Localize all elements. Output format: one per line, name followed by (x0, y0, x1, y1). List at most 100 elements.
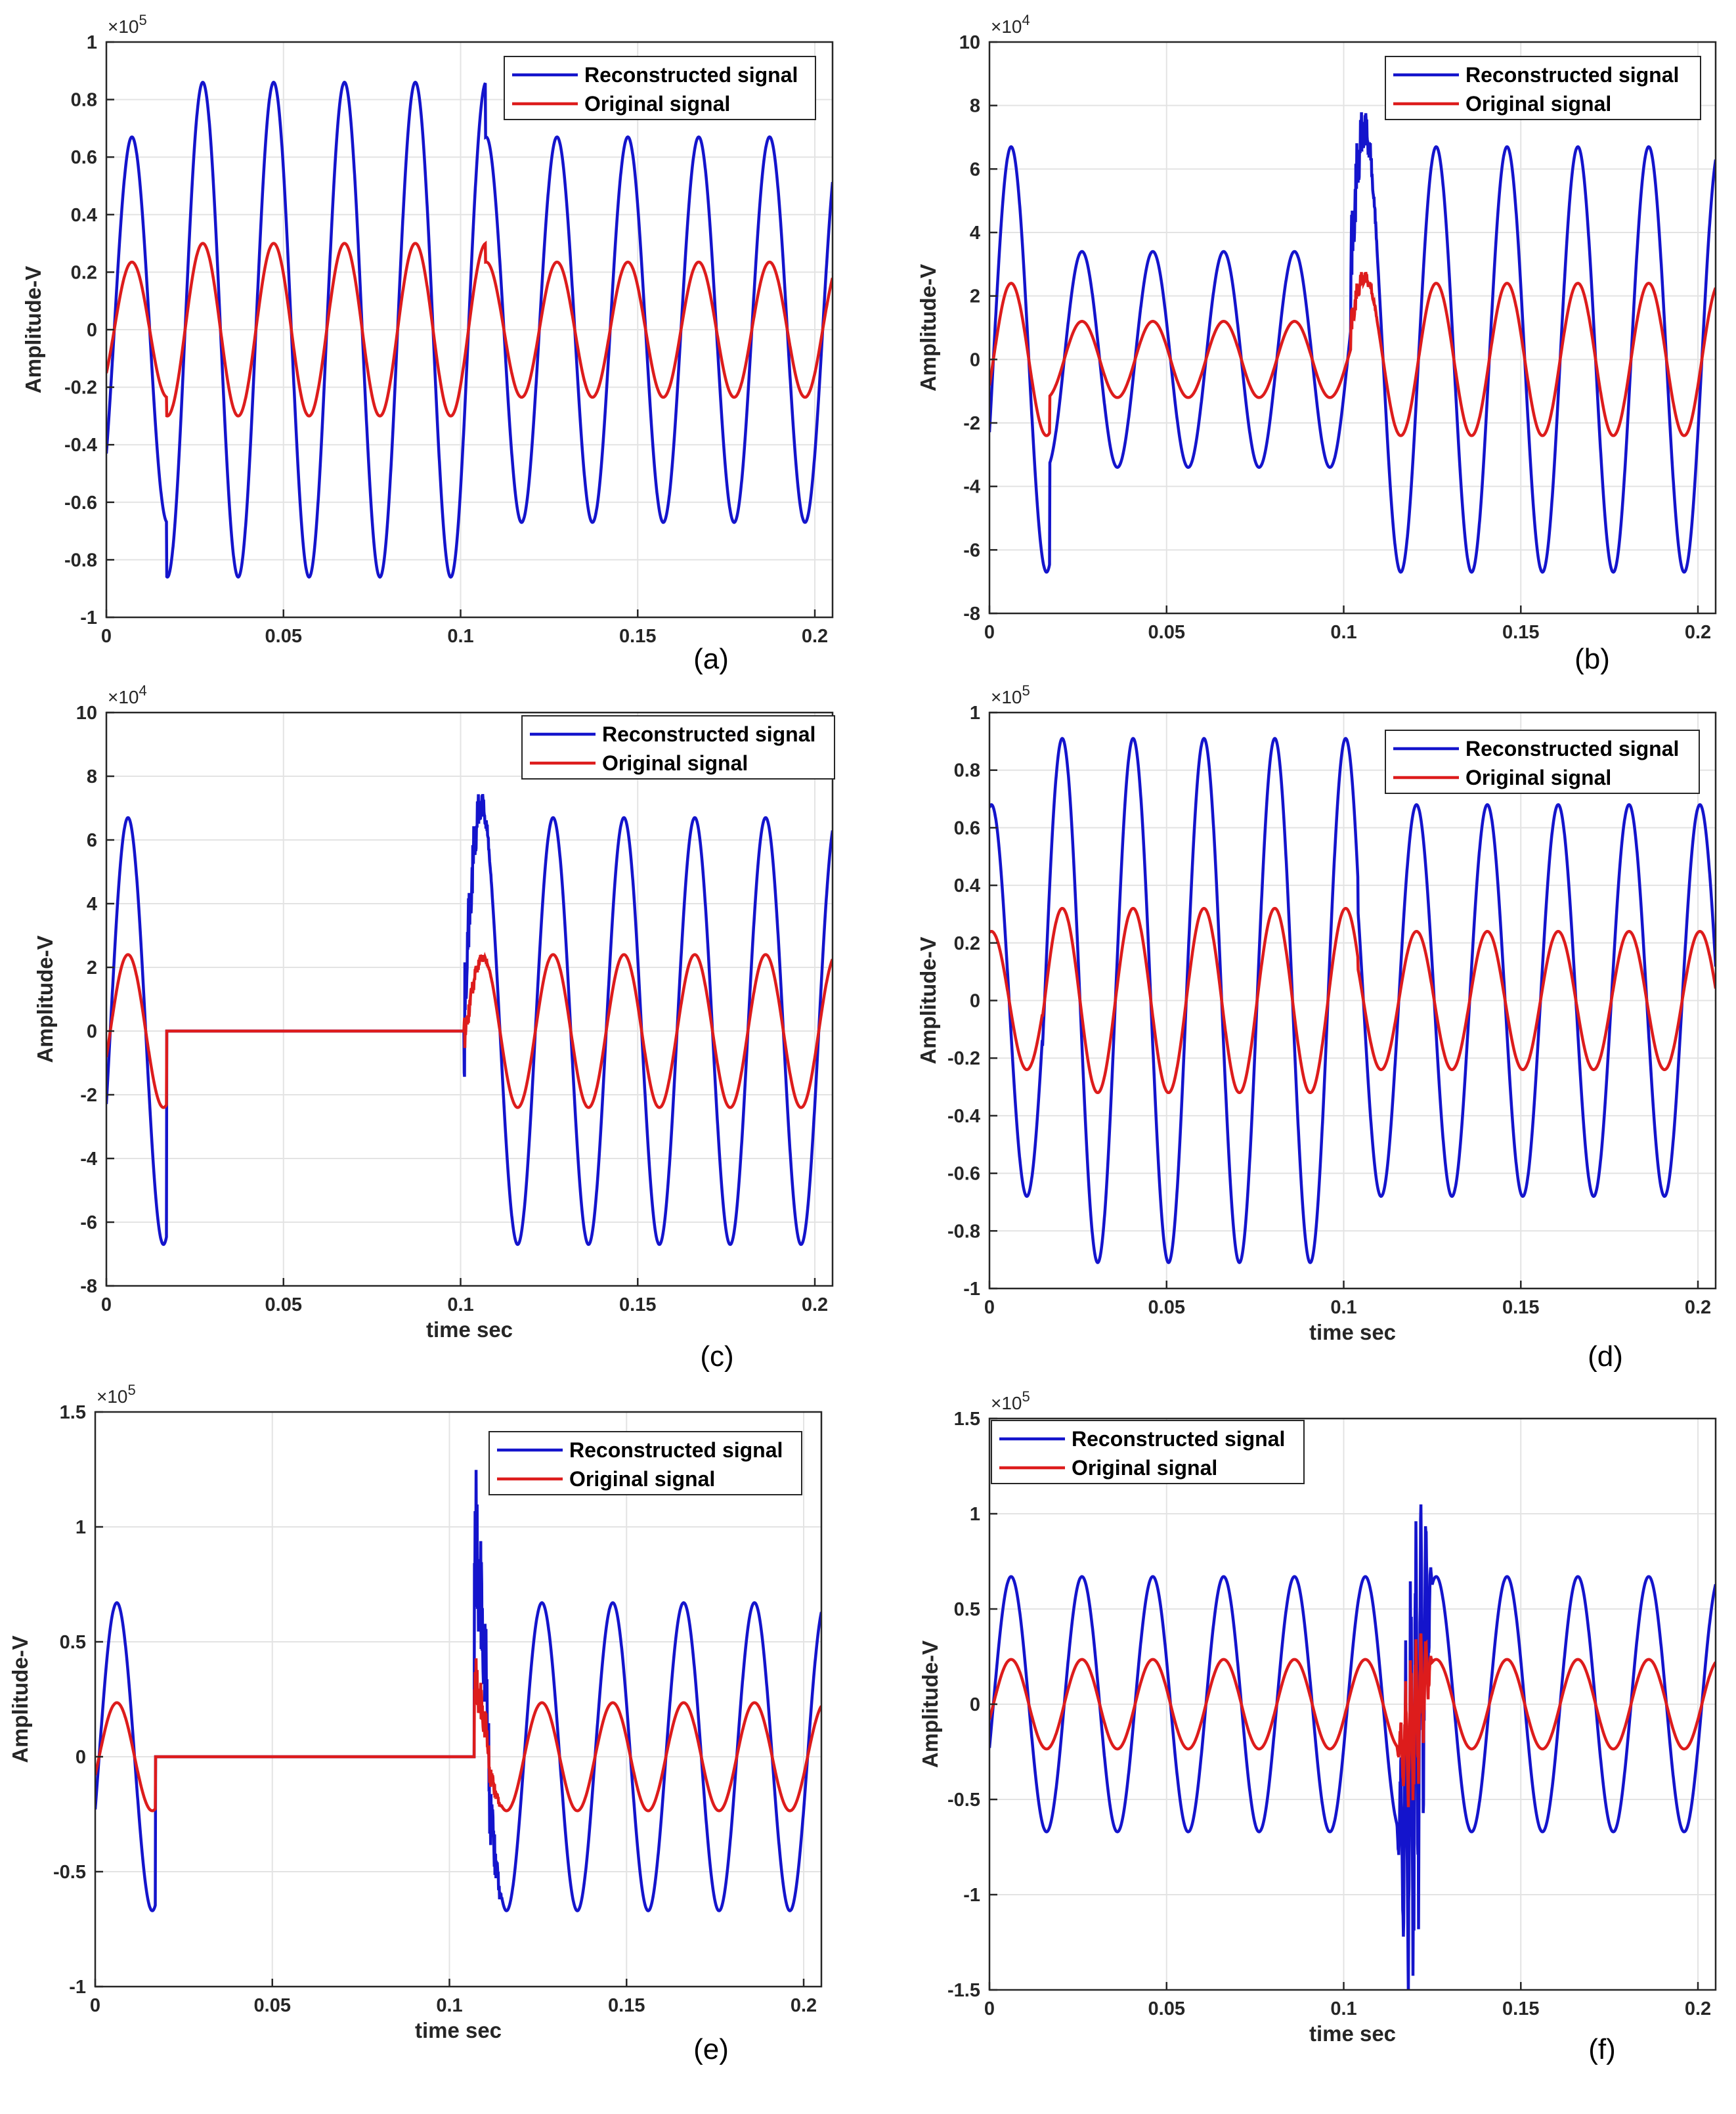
exponent-base: ×10 (991, 16, 1022, 37)
y-tick-label: -0.2 (64, 378, 97, 399)
x-tick-label: 0.2 (802, 1294, 828, 1315)
x-axis-label: time sec (1309, 2021, 1396, 2046)
exponent-power: 5 (128, 1382, 136, 1398)
panel-label: (f) (1588, 2033, 1616, 2065)
x-axis-label: time sec (426, 1317, 513, 1342)
y-tick-label: 6 (970, 159, 980, 180)
panel-label: (a) (693, 643, 729, 675)
exponent-base: ×10 (97, 1386, 128, 1407)
series-reconstructed-line (106, 80, 833, 579)
y-tick-label: 0 (970, 991, 980, 1012)
y-tick-label: -1 (69, 1977, 86, 1998)
y-tick-label: 0.8 (954, 760, 980, 782)
x-tick-label: 0.1 (1330, 622, 1356, 643)
x-tick-label: 0.2 (791, 1995, 817, 2016)
y-tick-label: -1 (80, 607, 97, 628)
x-axis-label: time sec (1309, 1320, 1396, 1344)
y-tick-label: 0.2 (71, 262, 97, 283)
y-tick-label: 0 (970, 349, 980, 370)
exponent-power: 5 (139, 12, 147, 28)
y-axis-label: Amplitude-V (33, 935, 57, 1063)
axes-box (94, 1411, 823, 1988)
x-tick-label: 0 (984, 622, 995, 643)
panel-label: (b) (1574, 643, 1610, 675)
y-axis-label: Amplitude-V (916, 936, 940, 1064)
legend: Reconstructed signal Original signal (504, 56, 816, 120)
y-tick-label: -6 (80, 1212, 97, 1233)
y-tick-label: -8 (963, 604, 980, 625)
y-tick-label: 1 (970, 703, 980, 724)
exponent-base: ×10 (108, 16, 139, 37)
x-tick-label: 0.05 (265, 626, 302, 647)
x-tick-label: 0.05 (1148, 1297, 1185, 1318)
legend-entry: Original signal (602, 751, 748, 775)
panel-d: 0 0.05 0.1 0.15 0.2 -1 -0.8 -0.6 -0.4 -0.2 0 0.2 0.4… (916, 682, 1717, 1373)
panel-b: 0 0.05 0.1 0.15 0.2-8-6-4-20246810×104Amplit… (916, 12, 1717, 675)
exponent-label: ×105 (97, 1382, 136, 1407)
series-original-line (989, 906, 1716, 1095)
x-tick-label: 0.05 (1148, 1998, 1185, 2019)
x-tick-label: 0.1 (447, 626, 473, 647)
y-tick-label: -2 (963, 413, 980, 434)
x-tick-label: 0.2 (1685, 1998, 1711, 2019)
plot-area (95, 1412, 821, 1987)
axes-box (988, 41, 1717, 615)
y-axis-label: Amplitude-V (8, 1635, 32, 1763)
y-tick-label: -0.5 (947, 1790, 980, 1811)
exponent-base: ×10 (108, 687, 139, 707)
series-original-line (95, 1658, 821, 1813)
y-tick-label: 0.4 (954, 875, 980, 896)
y-tick-label: -4 (80, 1149, 97, 1170)
legend-entry: Original signal (584, 92, 730, 116)
y-tick-label: -0.6 (947, 1164, 980, 1185)
x-tick-label: 0 (101, 626, 112, 647)
axes-box (105, 711, 834, 1287)
y-tick-label: 1 (87, 32, 97, 53)
legend-box (1385, 56, 1701, 120)
y-tick-label: -1 (963, 1279, 980, 1300)
exponent-power: 4 (1022, 12, 1030, 28)
exponent-label: ×105 (108, 12, 147, 37)
y-tick-label: -1.5 (947, 1980, 980, 2001)
legend-entry: Original signal (1465, 92, 1611, 116)
series-reconstructed-line (989, 737, 1716, 1264)
x-tick-label: 0.15 (619, 626, 656, 647)
legend: Reconstructed signal Original signal (1385, 56, 1701, 120)
series-reconstructed-line (989, 1504, 1716, 1990)
x-tick-label: 0.05 (1148, 622, 1185, 643)
x-tick-label: 0 (984, 1297, 995, 1318)
x-tick-label: 0.15 (1502, 1998, 1539, 2019)
y-tick-label: 0 (970, 1694, 980, 1715)
series-original-line (989, 271, 1716, 437)
y-tick-label: 1.5 (954, 1409, 980, 1430)
panel-label: (d) (1588, 1340, 1623, 1373)
y-tick-label: 1 (970, 1504, 980, 1525)
y-tick-label: 0 (76, 1747, 86, 1768)
legend-box (991, 1420, 1305, 1484)
legend-box (1385, 730, 1700, 794)
y-tick-label: 0 (87, 320, 97, 341)
x-tick-label: 0.05 (265, 1294, 302, 1315)
y-tick-label: 0.2 (954, 933, 980, 954)
y-tick-label: 6 (87, 830, 97, 851)
x-tick-label: 0.15 (1502, 622, 1539, 643)
x-tick-label: 0.2 (1685, 1297, 1711, 1318)
legend-entry: Original signal (1465, 766, 1611, 789)
y-tick-label: -0.8 (64, 550, 97, 571)
y-tick-label: -0.4 (64, 435, 97, 456)
x-tick-label: 0.2 (802, 626, 828, 647)
panel-e: 0 0.05 0.1 0.15 0.2 -1 -0.5 0 0.5 1 1.5 ×105 Amplitu… (8, 1382, 823, 2065)
legend-entry: Original signal (1072, 1456, 1217, 1480)
exponent-power: 4 (139, 682, 147, 699)
x-tick-label: 0.2 (1685, 622, 1711, 643)
y-tick-label: -0.4 (947, 1106, 980, 1127)
exponent-base: ×10 (991, 1393, 1022, 1413)
series-original-line (989, 1633, 1716, 1807)
y-axis-label: Amplitude-V (916, 264, 940, 391)
series-reconstructed-line (989, 112, 1716, 574)
y-tick-label: -8 (80, 1276, 97, 1297)
exponent-label: ×104 (991, 12, 1030, 37)
y-tick-label: 0 (87, 1021, 97, 1042)
y-tick-label: 0.5 (954, 1599, 980, 1620)
